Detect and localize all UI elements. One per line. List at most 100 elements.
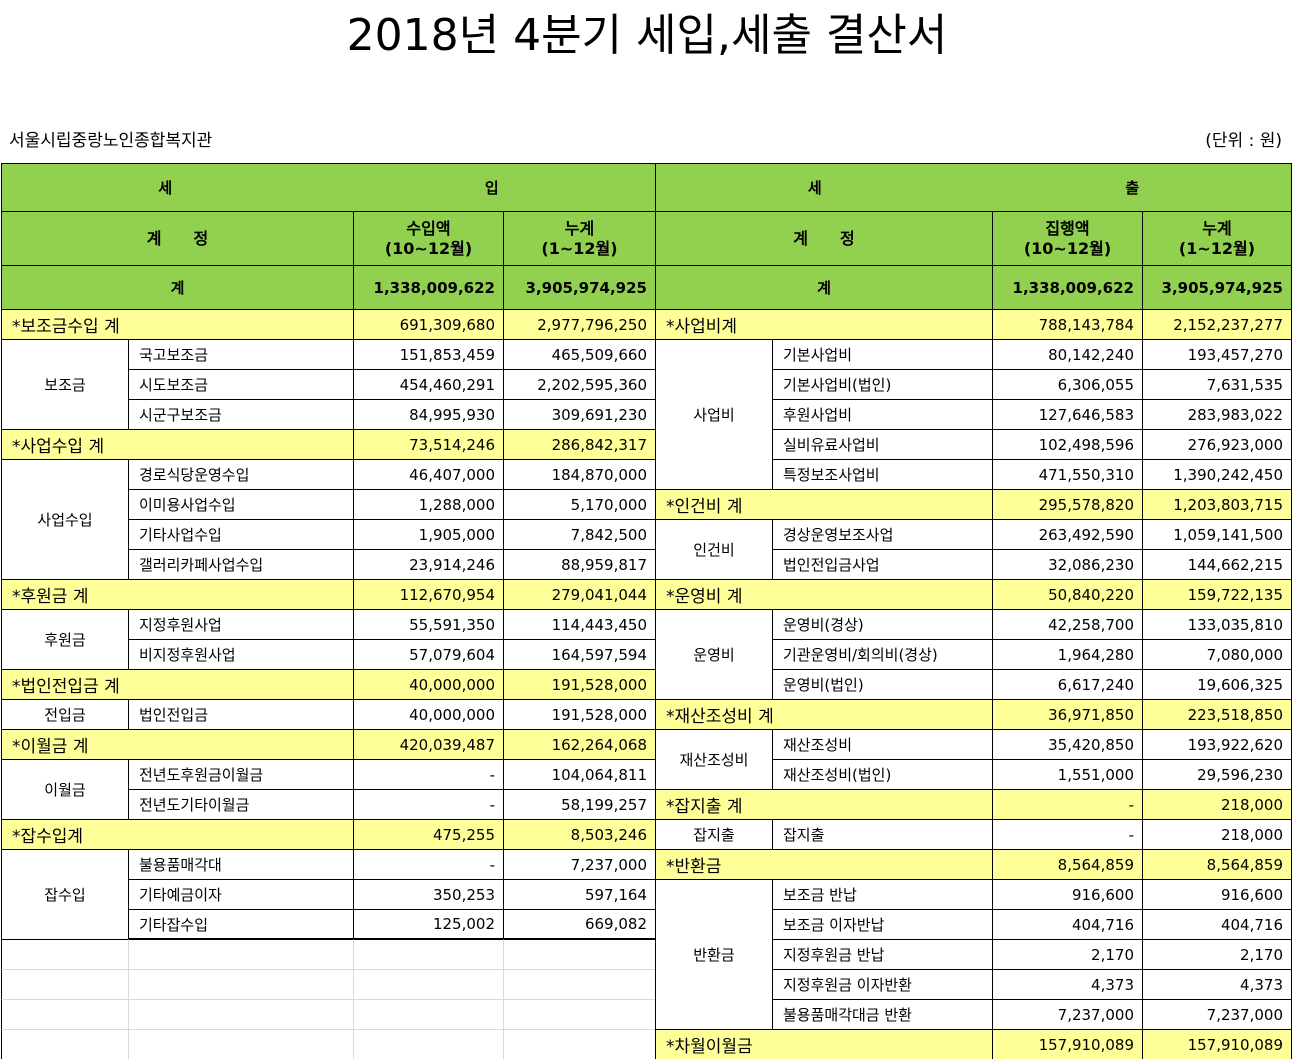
expense-item-cumulative: 7,080,000 [1142,639,1292,669]
empty-grid-cell [353,969,503,999]
income-section-cumulative: 8,503,246 [503,819,655,849]
income-item-cumulative: 2,202,595,360 [503,369,655,399]
expense-item-amount: 404,716 [992,909,1142,939]
income-item-cumulative: 104,064,811 [503,759,655,789]
organization-name: 서울시립중랑노인종합복지관 [9,131,213,151]
income-item-cumulative: 88,959,817 [503,549,655,579]
income-item-cumulative: 7,842,500 [503,519,655,549]
expense-item-label: 지정후원금 이자반환 [772,969,992,999]
expense-item-amount: 2,170 [992,939,1142,969]
empty-grid-cell [128,999,353,1029]
income-section-cumulative: 162,264,068 [503,729,655,759]
expense-item-cumulative: 193,922,620 [1142,729,1292,759]
income-item-cumulative: 597,164 [503,879,655,909]
income-section-label: *법인전입금 계 [1,669,353,699]
expense-item-cumulative: 276,923,000 [1142,429,1292,459]
income-item-label: 경로식당운영수입 [128,459,353,489]
expense-item-label: 경상운영보조사업 [772,519,992,549]
income-total-amount: 1,338,009,622 [353,265,503,309]
income-item-label: 비지정후원사업 [128,639,353,669]
expense-item-amount: - [992,819,1142,849]
expense-item-label: 법인전입금사업 [772,549,992,579]
income-section-amount: 73,514,246 [353,429,503,459]
expense-section-cumulative: 157,910,089 [1142,1029,1292,1059]
income-group-label: 후원금 [1,609,128,669]
expense-cumulative-header: 누계 (1~12월) [1142,211,1292,265]
expense-header-char: 출 [1125,179,1140,197]
expense-section-amount: 36,971,850 [992,699,1142,729]
expense-section-cumulative: 223,518,850 [1142,699,1292,729]
expense-item-cumulative: 283,983,022 [1142,399,1292,429]
income-header-char: 입 [484,179,499,197]
income-item-label: 시도보조금 [128,369,353,399]
income-section-amount: 475,255 [353,819,503,849]
income-group-label: 이월금 [1,759,128,819]
income-section-amount: 691,309,680 [353,309,503,339]
expense-total-amount: 1,338,009,622 [992,265,1142,309]
empty-grid-cell [1,1029,128,1059]
expense-group-label: 잡지출 [655,819,772,849]
expense-item-amount: 6,306,055 [992,369,1142,399]
income-item-amount: 350,253 [353,879,503,909]
income-section-amount: 40,000,000 [353,669,503,699]
expense-section-label: *재산조성비 계 [655,699,992,729]
expense-item-amount: 102,498,596 [992,429,1142,459]
expense-item-amount: 32,086,230 [992,549,1142,579]
income-item-amount: 125,002 [353,909,503,939]
expense-item-label: 운영비(법인) [772,669,992,699]
expense-item-cumulative: 144,662,215 [1142,549,1292,579]
expense-item-cumulative: 7,237,000 [1142,999,1292,1029]
income-item-amount: 1,288,000 [353,489,503,519]
expense-item-label: 실비유료사업비 [772,429,992,459]
unit-label: (단위 : 원) [1205,131,1282,151]
income-item-amount: 57,079,604 [353,639,503,669]
income-section-amount: 112,670,954 [353,579,503,609]
expense-section-label: *인건비 계 [655,489,992,519]
empty-grid-cell [503,999,655,1029]
income-item-amount: - [353,759,503,789]
expense-item-cumulative: 133,035,810 [1142,609,1292,639]
expense-item-label: 지정후원금 반납 [772,939,992,969]
expense-item-cumulative: 1,390,242,450 [1142,459,1292,489]
income-item-amount: 40,000,000 [353,699,503,729]
income-item-cumulative: 669,082 [503,909,655,939]
page-title: 2018년 4분기 세입,세출 결산서 [346,10,948,61]
expense-item-amount: 1,964,280 [992,639,1142,669]
expense-item-amount: 42,258,700 [992,609,1142,639]
empty-grid-cell [128,1029,353,1059]
expense-item-cumulative: 218,000 [1142,819,1292,849]
expense-item-label: 기관운영비/회의비(경상) [772,639,992,669]
expense-item-label: 재산조성비(법인) [772,759,992,789]
expense-item-amount: 4,373 [992,969,1142,999]
expense-section-label: *잡지출 계 [655,789,992,819]
expense-section-amount: 157,910,089 [992,1029,1142,1059]
income-item-label: 기타사업수입 [128,519,353,549]
expense-account-header: 계 정 [655,211,992,265]
expense-section-label: *사업비계 [655,309,992,339]
expense-item-cumulative: 19,606,325 [1142,669,1292,699]
income-item-label: 법인전입금 [128,699,353,729]
expense-item-cumulative: 4,373 [1142,969,1292,999]
expense-section-cumulative: 159,722,135 [1142,579,1292,609]
expense-item-label: 운영비(경상) [772,609,992,639]
income-section-label: *보조금수입 계 [1,309,353,339]
income-item-cumulative: 7,237,000 [503,849,655,879]
expense-section-label: *운영비 계 [655,579,992,609]
income-item-cumulative: 191,528,000 [503,699,655,729]
income-item-amount: 151,853,459 [353,339,503,369]
income-amount-header: 수입액 (10~12월) [353,211,503,265]
expense-item-amount: 127,646,583 [992,399,1142,429]
income-account-header: 계 정 [1,211,353,265]
income-item-label: 국고보조금 [128,339,353,369]
expense-item-cumulative: 916,600 [1142,879,1292,909]
expense-section-amount: 295,578,820 [992,489,1142,519]
expense-item-label: 기본사업비 [772,339,992,369]
income-total-label: 계 [1,265,353,309]
expense-group-label: 반환금 [655,879,772,1029]
expense-item-cumulative: 2,170 [1142,939,1292,969]
expense-item-cumulative: 7,631,535 [1142,369,1292,399]
expense-group-label: 재산조성비 [655,729,772,789]
expense-item-cumulative: 29,596,230 [1142,759,1292,789]
